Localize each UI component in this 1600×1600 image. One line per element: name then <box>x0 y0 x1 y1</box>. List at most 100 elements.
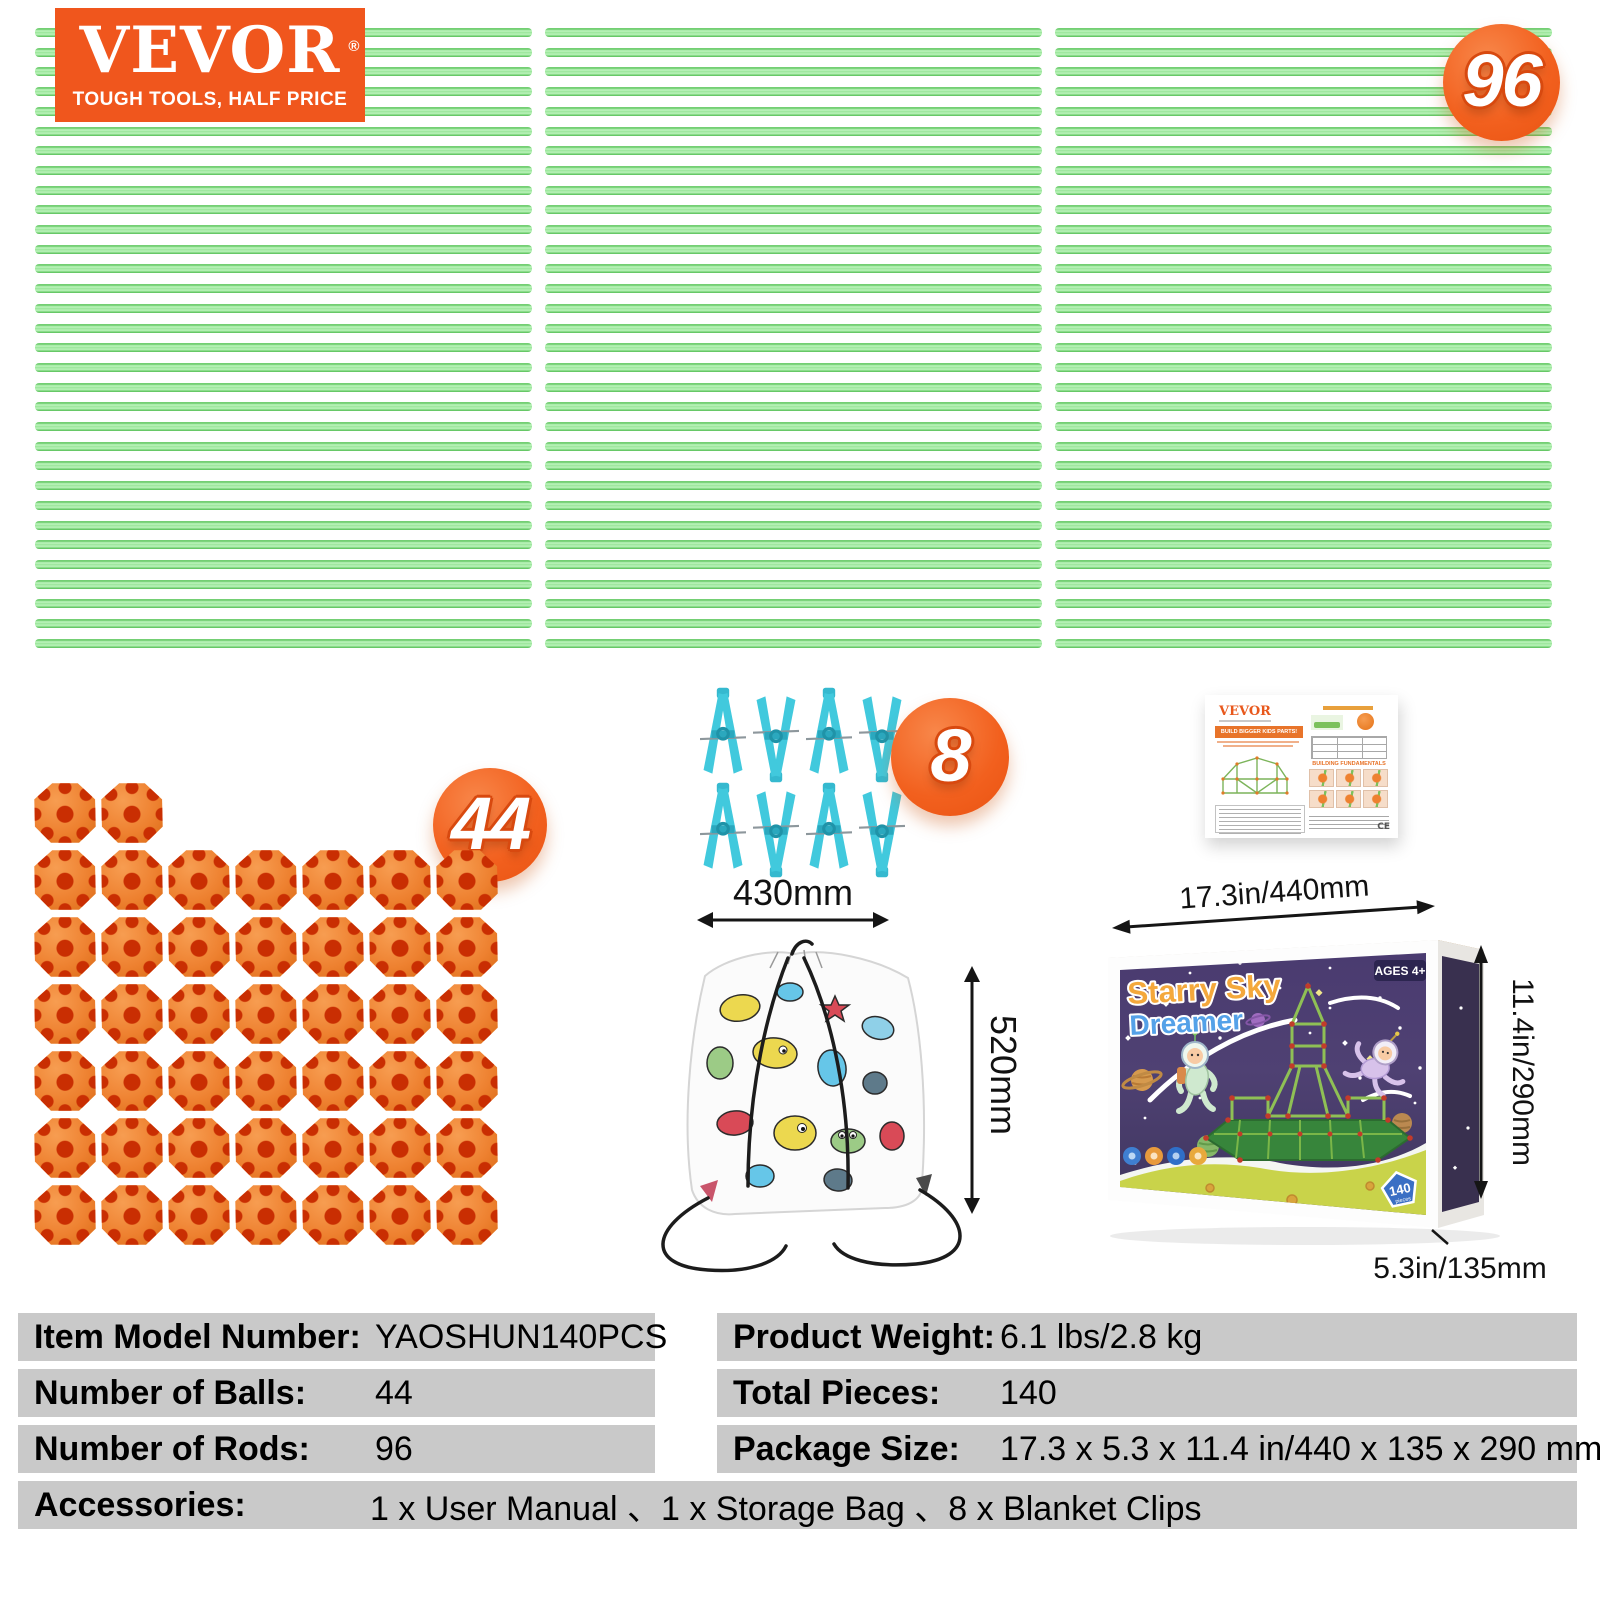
ball-connector <box>101 850 163 910</box>
rod <box>545 382 1042 392</box>
rod <box>1055 481 1552 491</box>
rod <box>545 323 1042 333</box>
rod <box>35 520 532 530</box>
rod <box>545 264 1042 274</box>
spec-row-model: Item Model Number: YAOSHUN140PCS <box>18 1313 667 1361</box>
manual-instruction-grid <box>1309 769 1391 809</box>
box-width-label: 17.3in/440mm <box>1178 869 1370 915</box>
clip-count-number: 8 <box>930 713 971 797</box>
ball-connector <box>436 1051 498 1111</box>
ball-connector <box>101 1118 163 1178</box>
ball-connector <box>436 1185 498 1245</box>
rod <box>1055 500 1552 510</box>
spec-value: 140 <box>1000 1373 1057 1412</box>
rod <box>545 225 1042 235</box>
rod <box>1055 579 1552 589</box>
rod <box>1055 28 1552 37</box>
rod <box>1055 225 1552 235</box>
ball-connector <box>369 917 431 977</box>
blanket-clip-icon <box>752 696 800 783</box>
spec-value: 44 <box>375 1373 413 1412</box>
rod <box>545 146 1042 156</box>
pieces-badge: 140 pieces <box>1380 1170 1417 1208</box>
fort-connectors <box>1203 983 1413 1163</box>
rod <box>1055 461 1552 471</box>
ball-connector <box>436 984 498 1044</box>
rod <box>1055 638 1552 648</box>
ball-connector <box>101 783 163 843</box>
bag-drawstrings <box>661 939 962 1273</box>
ball-connector <box>235 850 297 910</box>
rod <box>35 244 532 254</box>
rod <box>1055 303 1552 313</box>
package-box: 17.3in/440mm <box>1108 869 1547 1285</box>
rod <box>35 402 532 412</box>
spec-row-accessories: Accessories: 1 x User Manual 、1 x Storag… <box>18 1481 1577 1529</box>
ball-connector <box>302 1118 364 1178</box>
blanket-clip-icon <box>752 791 800 878</box>
rod <box>545 559 1042 569</box>
ball-connector <box>302 1051 364 1111</box>
rod <box>35 540 532 550</box>
ball-connector <box>369 850 431 910</box>
spec-row-pieces: Total Pieces: 140 <box>717 1369 1577 1417</box>
manual-decor-line <box>1217 741 1299 743</box>
spec-label: Accessories: <box>34 1485 246 1524</box>
fort-structure <box>1230 982 1386 1120</box>
rod <box>35 481 532 491</box>
manual-decor-line <box>1223 745 1293 747</box>
blanket-clip <box>805 781 853 873</box>
rod <box>545 126 1042 136</box>
rod <box>1055 244 1552 254</box>
blanket-clip <box>752 692 800 784</box>
ball-connector <box>101 1185 163 1245</box>
blanket-clip <box>699 686 747 778</box>
rod <box>545 28 1042 37</box>
ball-connector <box>101 1051 163 1111</box>
ball-connector <box>369 1185 431 1245</box>
rod <box>35 500 532 510</box>
ball-connector <box>101 984 163 1044</box>
rod <box>545 67 1042 77</box>
ball-connector <box>302 1185 364 1245</box>
rod <box>35 146 532 156</box>
rod <box>35 323 532 333</box>
bag-pattern <box>706 982 905 1192</box>
rod <box>545 402 1042 412</box>
ages-badge: AGES 4+ <box>1374 964 1425 978</box>
rod <box>545 520 1042 530</box>
ball-connector <box>168 1185 230 1245</box>
spec-value: 6.1 lbs/2.8 kg <box>1000 1317 1203 1356</box>
rod <box>545 579 1042 589</box>
ball-connector <box>168 917 230 977</box>
rod <box>35 619 532 629</box>
manual-text-block <box>1215 805 1305 834</box>
ball-connector <box>168 984 230 1044</box>
ball-connector <box>34 917 96 977</box>
rod <box>35 185 532 195</box>
spec-value: 1 x User Manual 、1 x Storage Bag 、8 x Bl… <box>370 1489 1202 1528</box>
ball-connector <box>436 917 498 977</box>
rod <box>1055 343 1552 353</box>
rod <box>1055 185 1552 195</box>
rod <box>545 343 1042 353</box>
ball-connector <box>369 984 431 1044</box>
spec-label: Number of Rods: <box>34 1429 310 1468</box>
manual-parts-table <box>1311 736 1387 759</box>
storage-bag <box>661 939 962 1273</box>
rod <box>545 205 1042 215</box>
rod <box>1055 540 1552 550</box>
ball-connector <box>302 984 364 1044</box>
rod <box>1055 205 1552 215</box>
manual-fort-diagram <box>1221 756 1289 795</box>
box-title-line2: Dreamer <box>1129 1004 1244 1041</box>
spec-row-weight: Product Weight: 6.1 lbs/2.8 kg <box>717 1313 1577 1361</box>
rod <box>545 441 1042 451</box>
rod <box>545 185 1042 195</box>
rod <box>35 599 532 609</box>
rod <box>35 343 532 353</box>
rod <box>545 461 1042 471</box>
blanket-clip <box>752 787 800 879</box>
rod <box>35 422 532 432</box>
rod <box>545 244 1042 254</box>
